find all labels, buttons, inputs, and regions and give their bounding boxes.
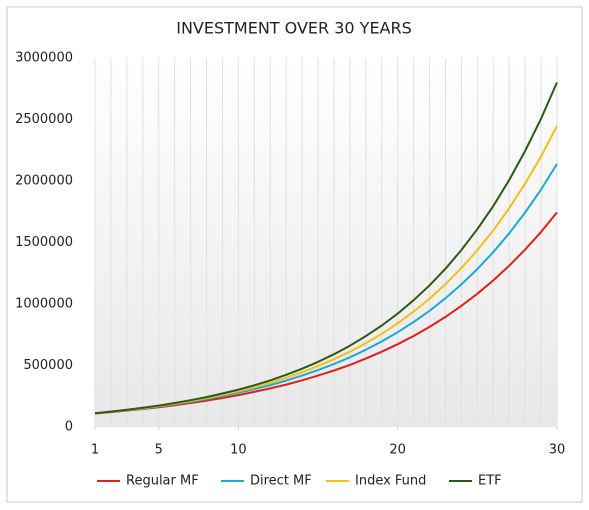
x-tick-label: 5 bbox=[155, 443, 163, 458]
x-tick-label: 10 bbox=[230, 443, 247, 458]
x-tick-label: 20 bbox=[389, 443, 406, 458]
y-tick-label: 500000 bbox=[23, 358, 73, 373]
legend-label: ETF bbox=[478, 474, 502, 489]
x-tick-label: 1 bbox=[91, 443, 99, 458]
y-tick-label: 3000000 bbox=[15, 51, 73, 66]
plot-area bbox=[95, 58, 557, 427]
series-line bbox=[94, 81, 558, 415]
legend-label: Index Fund bbox=[355, 474, 426, 489]
y-tick-label: 1000000 bbox=[15, 297, 73, 312]
y-tick-label: 2500000 bbox=[15, 112, 73, 127]
y-tick-label: 1500000 bbox=[15, 235, 73, 250]
chart-title: INVESTMENT OVER 30 YEARS bbox=[176, 19, 412, 38]
y-tick-label: 0 bbox=[65, 420, 73, 435]
x-tick-label: 30 bbox=[549, 443, 566, 458]
legend-label: Direct MF bbox=[250, 474, 312, 489]
y-tick-label: 2000000 bbox=[15, 174, 73, 189]
legend-label: Regular MF bbox=[126, 474, 199, 489]
